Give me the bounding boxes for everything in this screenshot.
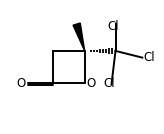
Text: Cl: Cl <box>107 20 119 33</box>
Text: O: O <box>16 77 26 90</box>
Polygon shape <box>73 23 85 51</box>
Text: O: O <box>87 77 96 90</box>
Text: Cl: Cl <box>103 77 115 90</box>
Text: Cl: Cl <box>144 51 155 64</box>
